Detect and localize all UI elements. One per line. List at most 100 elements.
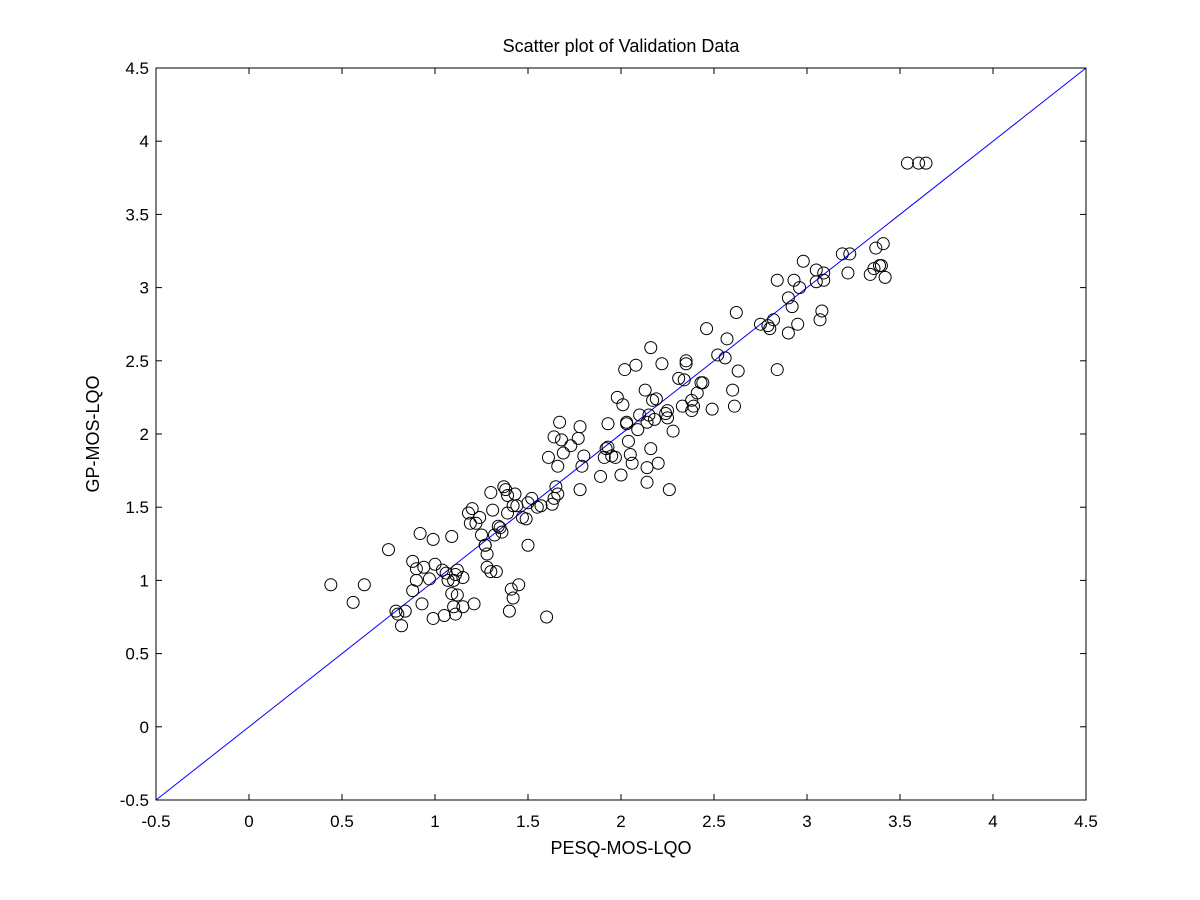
data-point <box>551 487 565 501</box>
data-point <box>601 417 615 431</box>
data-point <box>480 547 494 561</box>
data-point <box>422 572 436 586</box>
data-point <box>817 273 831 287</box>
plot-frame <box>155 67 1087 801</box>
data-point <box>573 420 587 434</box>
y-tick-labels: -0.5 0 0.5 1 1.5 2 2.5 3 3.5 4 4.5 <box>120 59 149 810</box>
data-point <box>912 156 926 170</box>
data-point <box>731 364 745 378</box>
data-point <box>640 461 654 475</box>
data-point <box>594 469 608 483</box>
y-tick-label: 4 <box>140 132 149 151</box>
data-point <box>633 408 647 422</box>
data-point <box>437 609 451 623</box>
y-tick-label: 4.5 <box>125 59 149 78</box>
data-point <box>770 363 784 377</box>
data-point <box>869 241 883 255</box>
data-point <box>835 247 849 261</box>
data-point <box>512 578 526 592</box>
data-point <box>601 440 615 454</box>
data-point <box>549 480 563 494</box>
data-point <box>781 291 795 305</box>
data-point <box>554 433 568 447</box>
y-tick-label: 0 <box>140 718 149 737</box>
x-tick-label: 4.5 <box>1074 812 1098 831</box>
x-tick-label: 4 <box>988 812 997 831</box>
data-points <box>324 156 933 633</box>
data-point <box>450 588 464 602</box>
y-tick-label: 3 <box>140 279 149 298</box>
data-point <box>564 439 578 453</box>
data-point <box>463 516 477 530</box>
reference-line <box>155 67 1087 801</box>
data-point <box>551 459 565 473</box>
y-tick-label: 2.5 <box>125 352 149 371</box>
data-point <box>763 322 777 336</box>
data-point <box>501 488 515 502</box>
data-point <box>473 510 487 524</box>
data-point <box>577 449 591 463</box>
data-point <box>631 423 645 437</box>
data-point <box>623 447 637 461</box>
data-point <box>426 532 440 546</box>
y-axis-label: GP-MOS-LQO <box>83 375 103 492</box>
data-point <box>770 273 784 287</box>
data-point <box>618 363 632 377</box>
x-tick-label: 0 <box>244 812 253 831</box>
data-point <box>677 373 691 387</box>
reference-line-layer <box>155 67 1087 801</box>
data-point <box>504 582 518 596</box>
data-point <box>547 430 561 444</box>
data-point <box>478 538 492 552</box>
data-point <box>726 383 740 397</box>
data-point <box>541 450 555 464</box>
data-point <box>809 263 823 277</box>
data-point <box>521 538 535 552</box>
data-point <box>406 554 420 568</box>
data-point <box>647 412 661 426</box>
data-point <box>545 497 559 511</box>
data-point <box>666 424 680 438</box>
data-point <box>382 543 395 557</box>
data-point <box>489 565 503 579</box>
data-point <box>447 600 461 614</box>
data-point <box>324 578 338 592</box>
data-point <box>720 332 734 346</box>
x-axis-label: PESQ-MOS-LQO <box>550 838 691 858</box>
data-point <box>679 357 693 371</box>
x-tick-label: 3 <box>802 812 811 831</box>
y-tick-label: 1.5 <box>125 498 149 517</box>
data-point <box>638 383 652 397</box>
data-point <box>445 587 459 601</box>
data-point <box>696 376 710 390</box>
data-point <box>502 604 516 618</box>
data-point <box>727 399 741 413</box>
data-point <box>640 415 654 429</box>
x-tick-label: 3.5 <box>888 812 912 831</box>
data-point <box>575 459 589 473</box>
data-point <box>540 610 554 624</box>
data-point <box>608 450 622 464</box>
data-point <box>556 446 570 460</box>
x-tick-label: 1 <box>430 812 439 831</box>
data-point <box>793 281 807 295</box>
data-point <box>357 578 371 592</box>
data-point <box>445 529 459 543</box>
data-point <box>813 313 827 327</box>
x-tick-label: 2.5 <box>702 812 726 831</box>
data-point <box>687 399 701 413</box>
data-point <box>729 305 743 319</box>
data-point <box>346 595 360 609</box>
data-point <box>662 483 676 497</box>
y-tick-label: 2 <box>140 425 149 444</box>
x-tick-label: 0.5 <box>330 812 354 831</box>
data-point <box>506 591 520 605</box>
data-point <box>391 607 405 621</box>
data-point <box>480 560 494 574</box>
data-point <box>497 480 511 494</box>
data-point <box>534 499 548 513</box>
data-point <box>435 563 449 577</box>
data-point <box>620 415 634 429</box>
data-point <box>679 354 693 368</box>
